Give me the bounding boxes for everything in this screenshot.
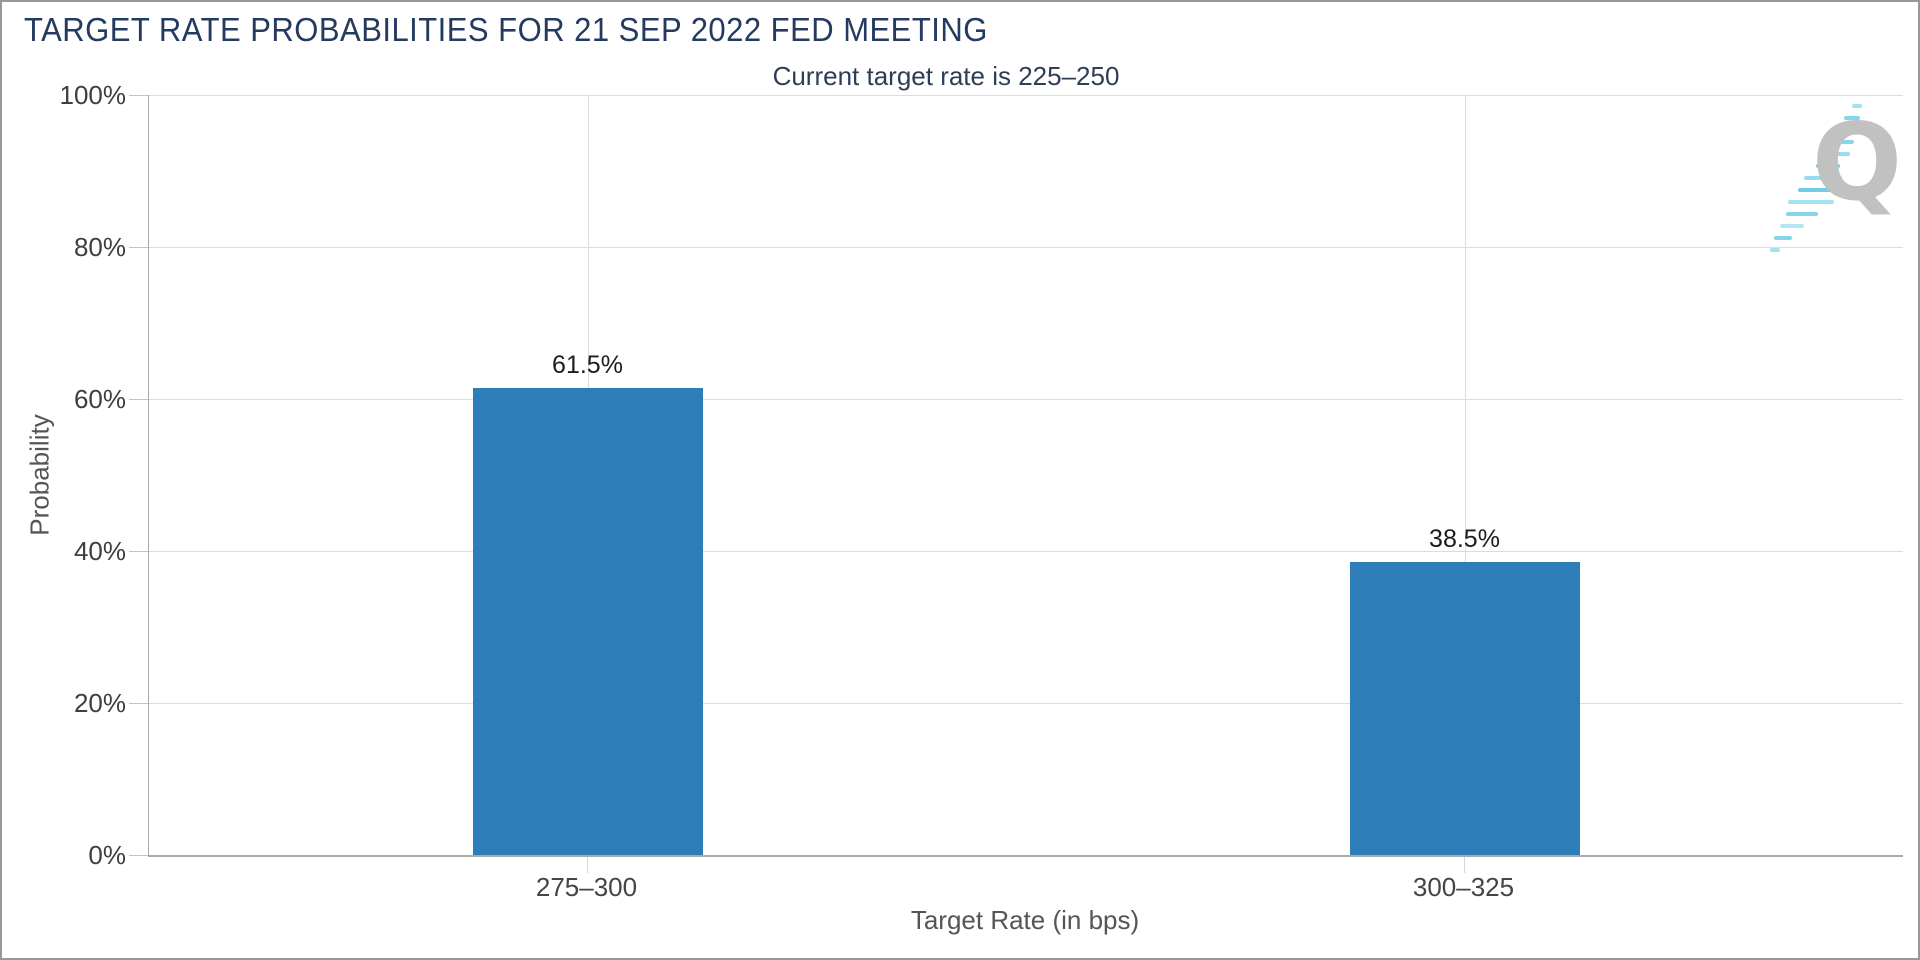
gridline-h: [149, 399, 1903, 400]
bar-value-label: 38.5%: [1429, 525, 1500, 554]
y-tick-label: 40%: [73, 536, 126, 566]
y-tick-label: 0%: [88, 840, 126, 870]
y-axis-label: Probability: [24, 414, 55, 536]
bar: [1349, 562, 1580, 855]
gridline-h: [149, 247, 1903, 248]
y-tick-mark: [129, 247, 148, 248]
x-tick-mark: [586, 857, 588, 873]
y-tick-label: 80%: [73, 232, 126, 262]
x-tick-label: 300–325: [1412, 872, 1515, 902]
y-tick-mark: [129, 399, 148, 400]
y-tick-mark: [129, 95, 148, 96]
bar: [472, 387, 703, 855]
x-axis-label: Target Rate (in bps): [910, 905, 1140, 935]
y-tick-mark: [129, 703, 148, 704]
plot-area: 61.5% 38.5%: [148, 95, 1903, 857]
y-tick-label: 100%: [59, 80, 127, 110]
gridline-h: [149, 95, 1903, 96]
page-title: TARGET RATE PROBABILITIES FOR 21 SEP 202…: [24, 11, 988, 48]
watermark-q-letter: Q: [1812, 101, 1903, 224]
y-tick-mark: [129, 855, 148, 856]
x-tick-mark: [1463, 857, 1465, 873]
watermark: Q: [1752, 94, 1917, 264]
gridline-v: [1464, 95, 1466, 855]
watermark-speed-lines-icon: [1770, 104, 1862, 252]
bar-value-label: 61.5%: [552, 350, 623, 379]
chart-subtitle: Current target rate is 225–250: [772, 61, 1120, 91]
y-tick-label: 20%: [73, 688, 126, 718]
gridline-h: [149, 551, 1903, 552]
y-tick-mark: [129, 551, 148, 552]
y-tick-label: 60%: [73, 384, 126, 414]
gridline-h: [149, 703, 1903, 704]
x-tick-label: 275–300: [535, 872, 638, 902]
